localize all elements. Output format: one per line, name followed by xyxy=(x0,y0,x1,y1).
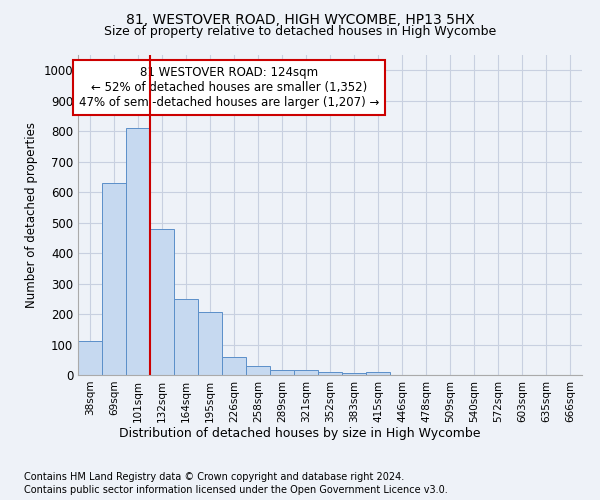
Bar xyxy=(342,374,366,375)
Bar xyxy=(294,370,318,375)
Text: Contains public sector information licensed under the Open Government Licence v3: Contains public sector information licen… xyxy=(24,485,448,495)
Bar xyxy=(318,372,342,375)
Text: 81 WESTOVER ROAD: 124sqm
← 52% of detached houses are smaller (1,352)
47% of sem: 81 WESTOVER ROAD: 124sqm ← 52% of detach… xyxy=(79,66,379,109)
Bar xyxy=(366,372,390,375)
Y-axis label: Number of detached properties: Number of detached properties xyxy=(25,122,38,308)
Bar xyxy=(198,312,222,375)
Bar xyxy=(150,228,174,375)
Text: Distribution of detached houses by size in High Wycombe: Distribution of detached houses by size … xyxy=(119,428,481,440)
Bar xyxy=(102,183,126,375)
Bar xyxy=(78,342,102,375)
Bar xyxy=(222,356,246,375)
Bar xyxy=(270,370,294,375)
Bar xyxy=(246,366,270,375)
Bar xyxy=(126,128,150,375)
Text: Size of property relative to detached houses in High Wycombe: Size of property relative to detached ho… xyxy=(104,25,496,38)
Bar xyxy=(174,299,198,375)
Text: 81, WESTOVER ROAD, HIGH WYCOMBE, HP13 5HX: 81, WESTOVER ROAD, HIGH WYCOMBE, HP13 5H… xyxy=(125,12,475,26)
Text: Contains HM Land Registry data © Crown copyright and database right 2024.: Contains HM Land Registry data © Crown c… xyxy=(24,472,404,482)
